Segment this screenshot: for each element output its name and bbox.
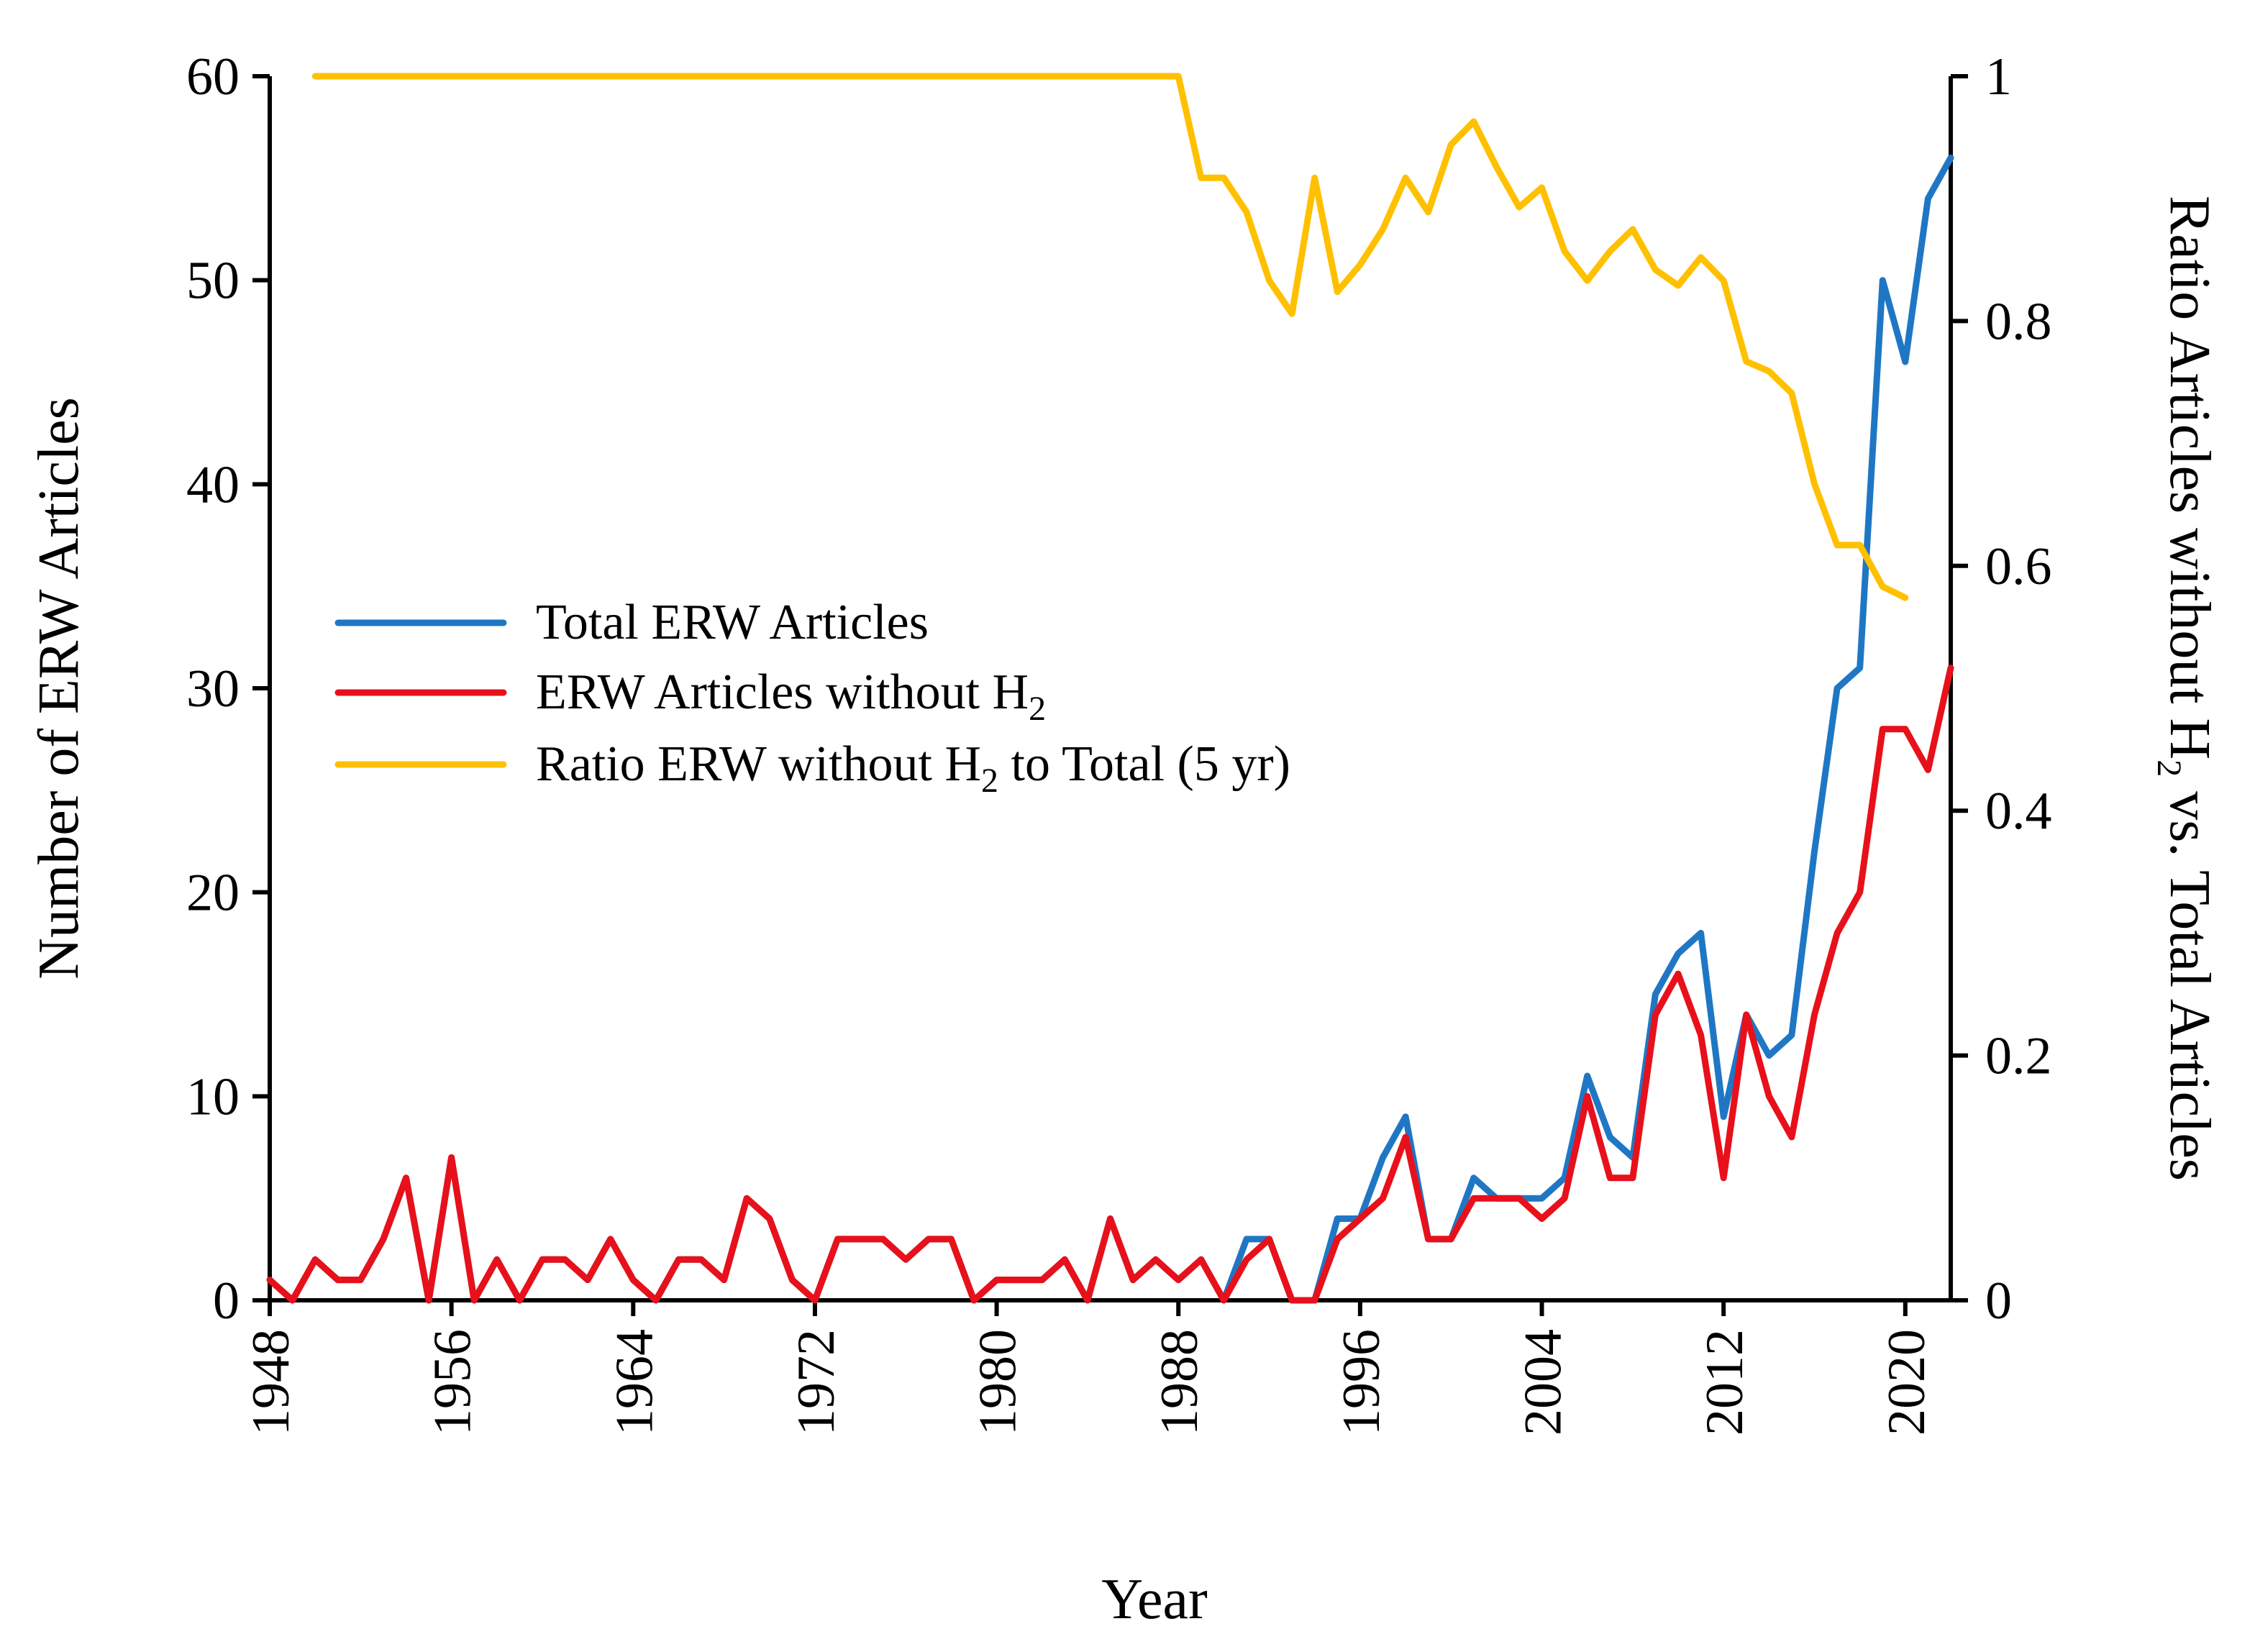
y2-axis-title: Ratio Articles without H2 vs. Total Arti… — [2150, 196, 2221, 1181]
right-axis-ticks: 0 0.2 0.4 0.6 0.8 1 — [1951, 47, 2052, 1331]
legend: Total ERW Articles ERW Articles without … — [334, 595, 1290, 800]
legend-label-without-h2: ERW Articles without H2 — [536, 665, 1046, 728]
y2-tick-label: 0.6 — [1985, 537, 2052, 596]
series-ratio-line — [311, 73, 1909, 601]
y-axis-title: Number of ERW Articles — [27, 397, 91, 980]
y-tick-label: 50 — [186, 252, 240, 311]
x-tick-label: 1988 — [1150, 1329, 1209, 1436]
x-tick-label: 1980 — [969, 1329, 1028, 1436]
x-tick-label: 1972 — [787, 1329, 846, 1436]
legend-label-total: Total ERW Articles — [536, 595, 929, 650]
left-axis-ticks: 0 10 20 30 40 50 60 — [186, 47, 270, 1331]
y2-title-main: Ratio Articles without H — [2158, 196, 2221, 759]
series-total-line — [266, 155, 1954, 1304]
x-tick-label: 1996 — [1332, 1329, 1391, 1436]
y-tick-label: 10 — [186, 1067, 240, 1126]
y-tick-label: 30 — [186, 660, 240, 718]
y2-tick-label: 1 — [1985, 47, 2012, 106]
legend-label-ratio: Ratio ERW without H2 to Total (5 yr) — [536, 736, 1290, 800]
y-tick-label: 0 — [213, 1272, 240, 1331]
series-layer — [266, 73, 1954, 1304]
x-tick-label: 1964 — [605, 1329, 664, 1436]
x-tick-label: 2012 — [1695, 1329, 1754, 1436]
y2-title-subscript: 2 — [2150, 759, 2188, 777]
y2-title-tail: vs. Total Articles — [2158, 777, 2221, 1181]
series-without-h2-line — [266, 665, 1954, 1304]
x-axis-ticks: 1948 1956 1964 1972 1980 1988 1996 2004 2012 2020 — [242, 1300, 1936, 1436]
x-tick-label: 2020 — [1877, 1329, 1936, 1436]
x-axis-title: Year — [1101, 1568, 1207, 1631]
y-tick-label: 20 — [186, 864, 240, 923]
x-tick-label: 1948 — [242, 1329, 301, 1436]
y2-tick-label: 0.4 — [1985, 782, 2052, 841]
y2-tick-label: 0.2 — [1985, 1027, 2052, 1086]
y2-tick-label: 0.8 — [1985, 292, 2052, 351]
y-tick-label: 60 — [186, 47, 240, 106]
y2-tick-label: 0 — [1985, 1272, 2012, 1331]
x-tick-label: 1956 — [424, 1329, 483, 1436]
y-tick-label: 40 — [186, 455, 240, 514]
x-tick-label: 2004 — [1514, 1329, 1573, 1436]
